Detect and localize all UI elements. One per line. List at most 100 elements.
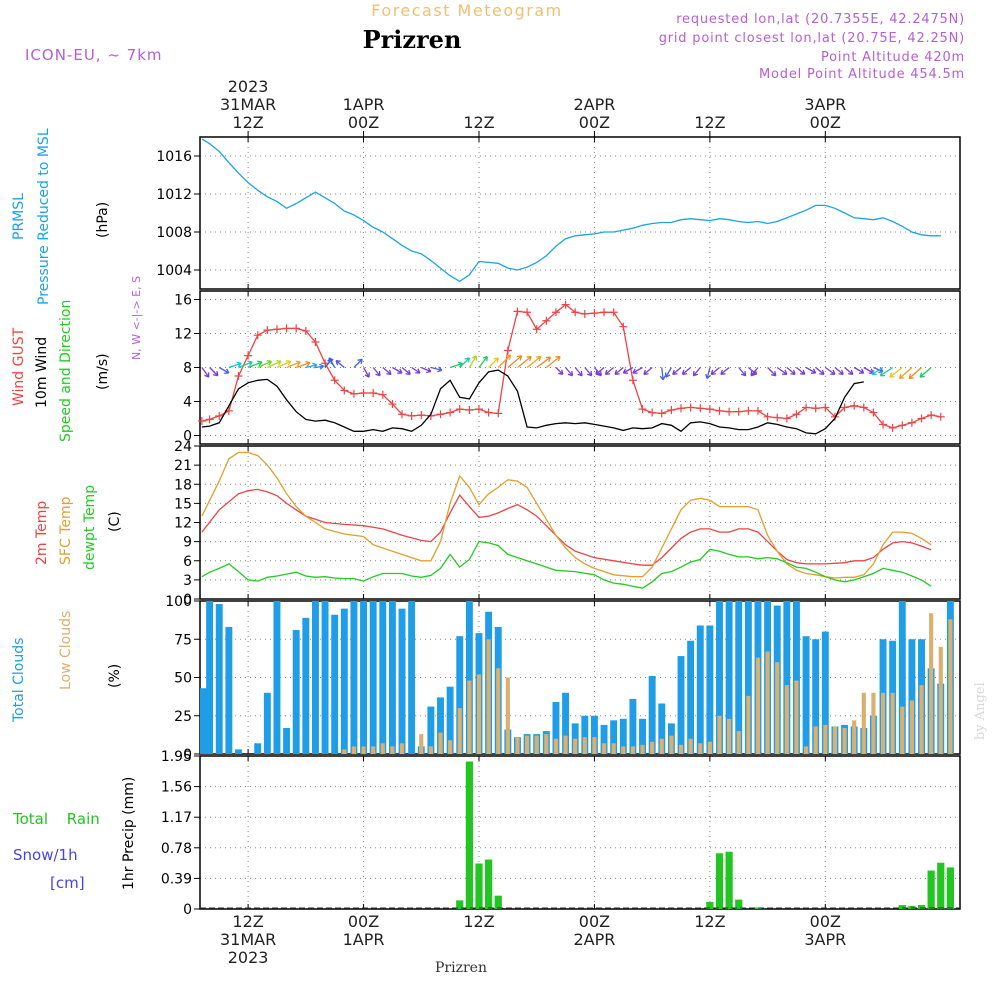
top-axis-label: 3APR [804, 95, 846, 114]
dewpt-temp-line [201, 540, 932, 589]
gust-marker [677, 404, 686, 413]
gust-marker [763, 412, 772, 421]
wind-arrow [720, 367, 730, 376]
total-cloud-bar [465, 601, 473, 754]
total-cloud-bar [677, 656, 685, 754]
precip-ytick-label: 0.39 [161, 871, 192, 887]
rain-bar [946, 867, 954, 909]
credit-watermark: by Angel [973, 682, 988, 740]
gust-marker [398, 410, 407, 419]
point-altitude: Point Altitude 420m [821, 50, 965, 65]
gust-marker [840, 403, 849, 412]
pressure-frame [199, 136, 961, 290]
low-cloud-bar [505, 677, 510, 754]
precip-label-rain: Total Rain [12, 810, 100, 828]
low-cloud-bar [601, 743, 607, 754]
wind-ytick-label: 0 [183, 429, 192, 445]
top-axis-label: 31MAR [220, 95, 276, 114]
low-cloud-bar [880, 692, 886, 754]
low-cloud-bar [871, 692, 876, 754]
gust-marker [532, 325, 541, 334]
low-cloud-bar [948, 619, 953, 754]
wind-label-10m: 10m Wind [34, 337, 50, 408]
bottom-axis-label: 12Z [694, 912, 725, 931]
low-cloud-bar [582, 737, 587, 754]
wind-arrow [536, 356, 552, 369]
gust-marker [474, 405, 483, 414]
bottom-axis-label: 31MAR [220, 930, 276, 949]
low-cloud-bar [342, 749, 347, 754]
pressure-line [201, 138, 941, 283]
low-cloud-bar [399, 743, 405, 754]
bottom-axis-label: 2023 [228, 948, 269, 967]
low-cloud-bar [351, 746, 357, 754]
wind-arrow [776, 366, 788, 376]
clouds-unit: (%) [107, 664, 123, 688]
rain-bar [898, 905, 906, 909]
clouds-label-total: Total Clouds [11, 638, 27, 723]
gust-marker [927, 411, 936, 420]
wind-arrow [622, 366, 634, 374]
bottom-axis-label: 00Z [810, 912, 841, 931]
wind-arrow [401, 367, 411, 376]
wind-arrow [430, 366, 443, 373]
wind-arrow [815, 367, 825, 376]
pressure-ytick-label: 1004 [156, 263, 192, 279]
total-cloud-bar [792, 601, 800, 754]
gust-marker [542, 316, 551, 325]
bottom-axis-label: 1APR [343, 930, 385, 949]
low-cloud-bar [890, 692, 895, 754]
wind-frame [199, 290, 961, 445]
wind-arrow [632, 366, 643, 374]
gust-marker [744, 406, 753, 415]
low-cloud-bar [390, 746, 395, 754]
gust-marker [590, 309, 599, 318]
precip-ytick-label: 0 [183, 902, 192, 918]
total-cloud-bar [388, 601, 396, 754]
gust-marker [830, 412, 839, 421]
total-cloud-bar [225, 627, 233, 754]
temperature-ytick-label: 6 [183, 554, 192, 570]
rain-bar [465, 761, 473, 909]
wind-arrow [315, 363, 325, 370]
gust-marker [811, 404, 820, 413]
precip-ytick-label: 1.95 [161, 749, 192, 765]
wind-arrow [853, 366, 865, 374]
low-cloud-bar [592, 737, 597, 754]
total-cloud-bar [331, 614, 339, 754]
wind-speed-line [201, 369, 864, 435]
wind-ytick-label: 8 [183, 361, 192, 377]
wind-arrow [382, 367, 392, 376]
low-cloud-bar [640, 744, 645, 754]
rain-bar [475, 863, 483, 909]
wind-arrow [209, 367, 219, 377]
gust-marker [821, 403, 830, 412]
gust-marker [648, 408, 657, 417]
gust-marker [455, 405, 464, 414]
precip-label-cm: [cm] [50, 874, 85, 892]
top-axis-label: 12Z [463, 113, 494, 132]
wind-arrow [672, 367, 682, 376]
wind-arrow [796, 367, 806, 376]
gust-marker [657, 409, 666, 418]
total-cloud-bar [600, 724, 608, 754]
low-cloud-bar [813, 726, 818, 754]
wind-arrow [863, 366, 874, 374]
gust-marker [282, 324, 291, 333]
wind-arrow [710, 367, 720, 376]
temperature-ytick-label: 0 [183, 592, 192, 608]
wind-arrow [604, 367, 615, 376]
gust-marker [551, 308, 560, 317]
temp-unit: (C) [107, 511, 123, 532]
pressure-label-prmsl: PRMSL [11, 193, 27, 240]
total-cloud-bar [639, 718, 646, 754]
wind-arrow [908, 367, 922, 380]
rain-bar [456, 900, 464, 909]
low-cloud-bar [573, 738, 578, 754]
clouds-ytick-label: 100 [165, 594, 192, 610]
low-cloud-bar [919, 685, 924, 754]
wind-arrow [584, 367, 593, 377]
total-cloud-bar [321, 601, 329, 754]
low-cloud-bar [736, 731, 741, 754]
total-cloud-bar [783, 601, 791, 754]
